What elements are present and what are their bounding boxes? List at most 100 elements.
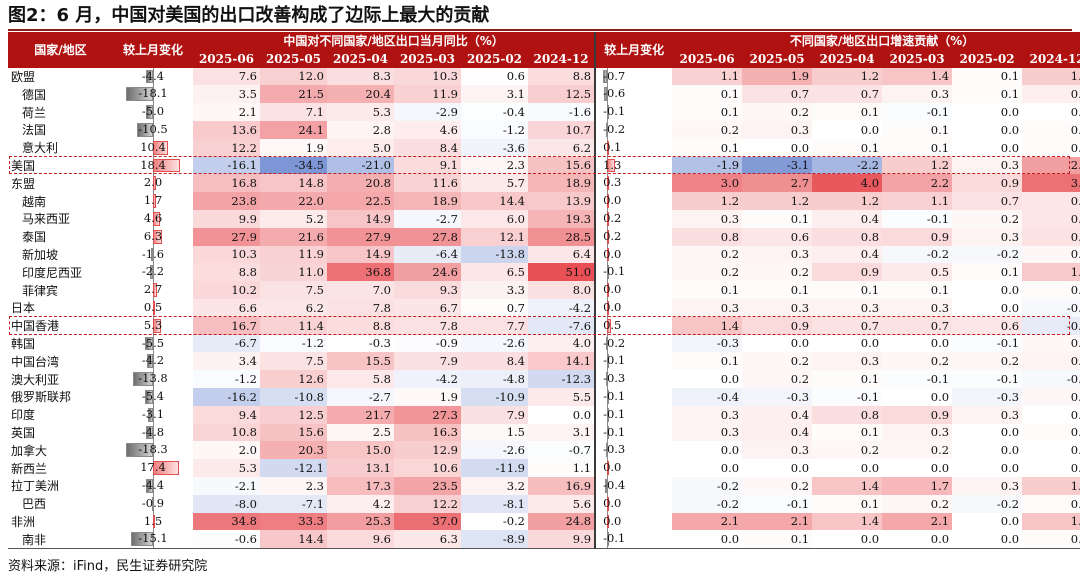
header-month: 2025-02 bbox=[952, 49, 1023, 68]
change-cell: -3.1 bbox=[113, 405, 193, 424]
change-cell: -0.3 bbox=[594, 441, 673, 460]
yoy-cell: -3.6 bbox=[461, 138, 528, 157]
change-value: -0.1 bbox=[603, 104, 626, 119]
contrib-cell: 0.0 bbox=[952, 459, 1023, 477]
change-bar bbox=[153, 194, 156, 208]
contrib-cell: 0.0 bbox=[1022, 103, 1080, 121]
yoy-cell: -13.8 bbox=[461, 245, 528, 264]
header-change: 较上月变化 bbox=[113, 32, 193, 68]
contrib-cell: -0.1 bbox=[882, 103, 953, 121]
yoy-cell: 2.3 bbox=[260, 476, 327, 495]
yoy-cell: 23.8 bbox=[193, 192, 260, 210]
change-bar bbox=[149, 265, 153, 280]
contrib-cell: 0.0 bbox=[882, 459, 953, 477]
yoy-cell: -2.7 bbox=[327, 387, 394, 406]
bar-axis bbox=[153, 103, 154, 121]
yoy-cell: 27.9 bbox=[327, 227, 394, 246]
change-value: 0.0 bbox=[603, 495, 622, 510]
yoy-cell: 7.1 bbox=[260, 103, 327, 121]
contrib-cell: -0.2 bbox=[1022, 298, 1080, 317]
yoy-cell: -1.2 bbox=[260, 334, 327, 353]
region-label: 印度 bbox=[11, 408, 36, 423]
yoy-cell: 6.3 bbox=[394, 530, 461, 550]
change-bar bbox=[605, 478, 608, 493]
yoy-cell: 27.8 bbox=[394, 227, 461, 246]
contrib-cell: 0.2 bbox=[742, 103, 813, 121]
yoy-cell: 12.6 bbox=[260, 370, 327, 388]
change-bar bbox=[153, 211, 160, 226]
contrib-cell: 0.1 bbox=[882, 120, 953, 139]
change-bar bbox=[603, 87, 608, 102]
contrib-cell: 3.0 bbox=[672, 174, 743, 193]
change-value: 0.5 bbox=[143, 299, 163, 314]
yoy-cell: 0.7 bbox=[461, 298, 528, 317]
yoy-cell: 18.9 bbox=[394, 192, 461, 210]
contrib-cell: 0.1 bbox=[952, 263, 1023, 282]
change-cell: -15.1 bbox=[113, 530, 193, 550]
change-bar bbox=[153, 158, 181, 173]
header-row-1: 国家/地区 较上月变化 中国对不同国家/地区出口当月同比（%） 较上月变化 不同… bbox=[8, 32, 1080, 68]
yoy-cell: 5.3 bbox=[193, 459, 260, 477]
change-bar bbox=[607, 514, 610, 529]
header-month: 2025-02 bbox=[461, 49, 528, 68]
contrib-cell: 0.3 bbox=[882, 423, 953, 442]
yoy-cell: 2.8 bbox=[327, 120, 394, 139]
header-change-2: 较上月变化 bbox=[594, 32, 673, 68]
contrib-cell: 1.2 bbox=[1022, 476, 1080, 495]
table-body: 欧盟 -4.4 7.6 12.0 8.3 10.3 0.6 8.8 -0.7 1.1 1.9 1.2 1… bbox=[8, 67, 1080, 550]
contrib-cell: 3.4 bbox=[1022, 174, 1080, 193]
yoy-cell: 13.1 bbox=[327, 459, 394, 477]
change-cell: -0.2 bbox=[594, 334, 673, 353]
region-label: 越南 bbox=[22, 194, 47, 209]
change-bar bbox=[607, 194, 610, 208]
region-label: 加拿大 bbox=[11, 443, 48, 458]
yoy-cell: 8.3 bbox=[327, 67, 394, 86]
change-cell: -0.3 bbox=[594, 370, 673, 388]
yoy-cell: 4.0 bbox=[528, 334, 596, 353]
change-value: 18.4 bbox=[140, 157, 166, 172]
contrib-cell: 0.0 bbox=[952, 423, 1023, 442]
yoy-cell: 21.5 bbox=[260, 85, 327, 104]
contrib-cell: 0.2 bbox=[742, 476, 813, 495]
contrib-cell: 0.1 bbox=[812, 138, 883, 157]
contrib-cell: 0.0 bbox=[952, 512, 1023, 531]
bar-axis bbox=[153, 263, 154, 282]
change-cell: -5.5 bbox=[113, 334, 193, 353]
contrib-cell: 1.4 bbox=[672, 316, 743, 335]
yoy-cell: 5.5 bbox=[528, 387, 596, 406]
contrib-cell: -0.1 bbox=[882, 209, 953, 228]
yoy-cell: 7.5 bbox=[260, 352, 327, 371]
yoy-cell: 7.5 bbox=[260, 281, 327, 299]
yoy-cell: 36.8 bbox=[327, 263, 394, 282]
change-value: 0.3 bbox=[603, 175, 622, 190]
contrib-cell: 0.3 bbox=[812, 298, 883, 317]
change-bar bbox=[153, 283, 157, 297]
change-cell: -5.4 bbox=[113, 387, 193, 406]
yoy-cell: 12.1 bbox=[461, 227, 528, 246]
yoy-cell: 8.4 bbox=[394, 138, 461, 157]
contrib-cell: 0.7 bbox=[812, 316, 883, 335]
region-label: 荷兰 bbox=[22, 105, 47, 120]
contrib-cell: 1.2 bbox=[742, 192, 813, 210]
change-value: -15.1 bbox=[138, 531, 168, 546]
yoy-cell: -1.2 bbox=[193, 370, 260, 388]
header-month: 2025-06 bbox=[672, 49, 743, 68]
yoy-cell: 23.5 bbox=[394, 476, 461, 495]
change-cell: -0.1 bbox=[594, 352, 673, 371]
region-label: 德国 bbox=[22, 87, 47, 102]
contrib-cell: 0.3 bbox=[742, 120, 813, 139]
change-value: -0.9 bbox=[141, 495, 165, 510]
bar-axis bbox=[153, 67, 154, 86]
contrib-cell: -0.1 bbox=[952, 334, 1023, 353]
yoy-cell: -7.6 bbox=[528, 316, 596, 335]
table-row: 印度尼西亚 -2.2 8.8 11.0 36.8 24.6 6.5 51.0 -0.1 0.2 0.… bbox=[8, 263, 1080, 282]
yoy-cell: 13.6 bbox=[193, 120, 260, 139]
yoy-cell: 14.8 bbox=[260, 174, 327, 193]
change-bar bbox=[605, 372, 608, 386]
change-cell: 18.4 bbox=[113, 156, 193, 175]
change-value: 0.2 bbox=[603, 228, 622, 243]
change-value: 2.0 bbox=[143, 175, 163, 190]
bar-axis bbox=[607, 370, 609, 388]
yoy-cell: 9.9 bbox=[193, 209, 260, 228]
yoy-cell: 2.0 bbox=[193, 441, 260, 460]
